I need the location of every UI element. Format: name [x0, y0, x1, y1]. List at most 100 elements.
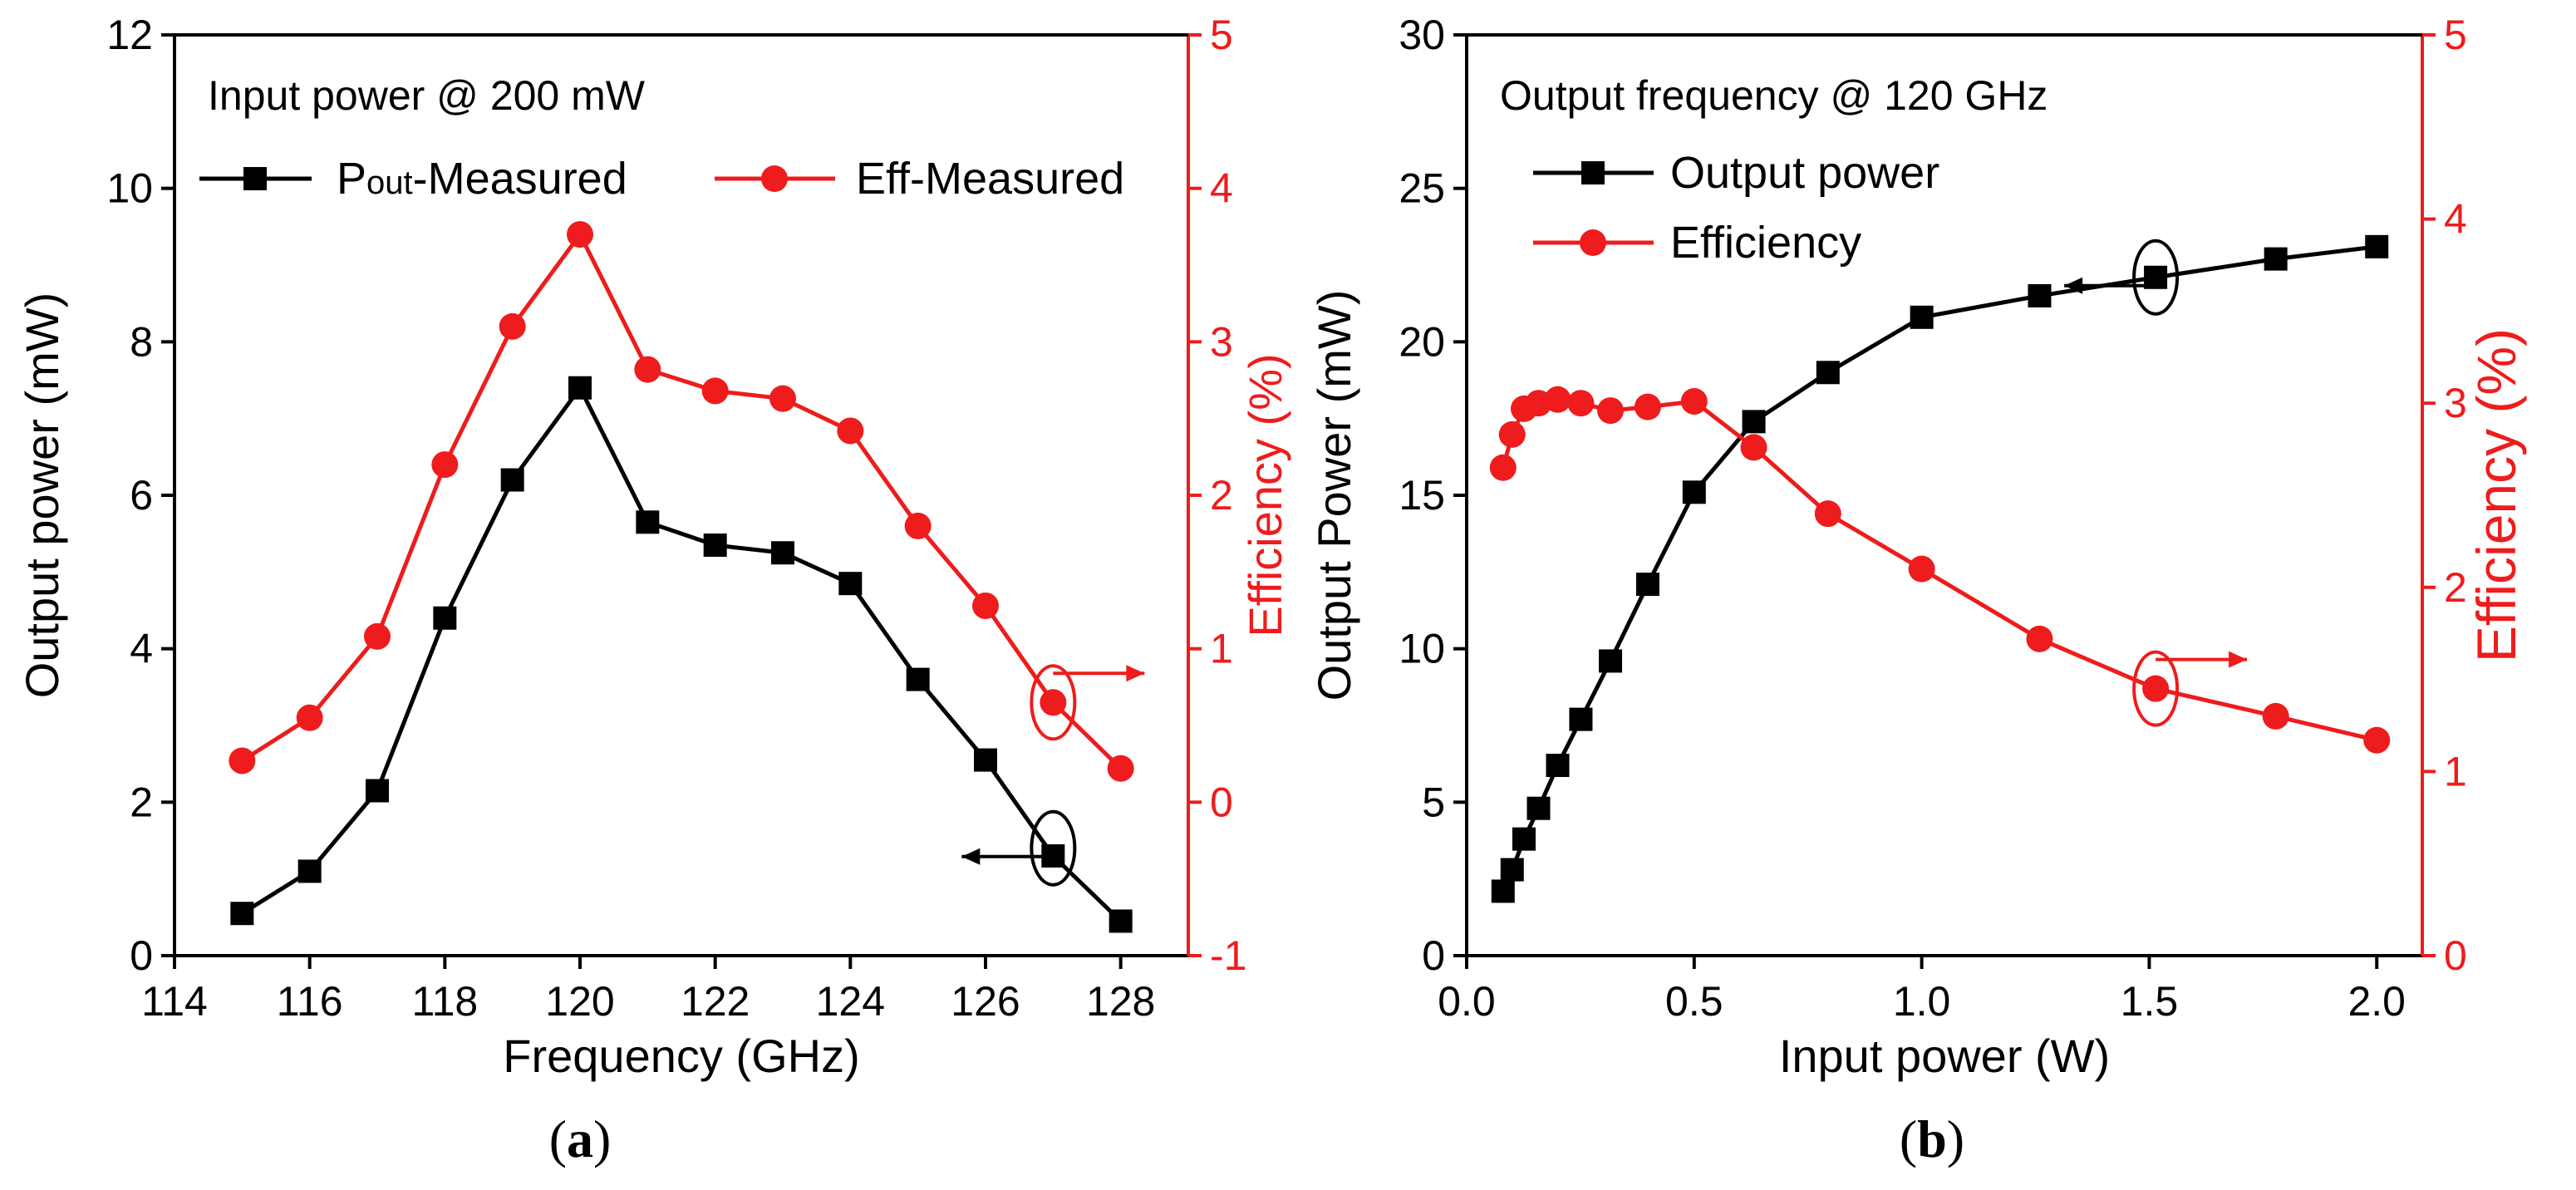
data-point-output-power — [636, 510, 660, 534]
pout-axis-indicator-arrow-head — [2064, 277, 2083, 294]
y-left-axis-title: Output power (mW) — [16, 293, 68, 699]
data-point-output-power — [1599, 649, 1623, 673]
y-right-tick-label: 5 — [2444, 12, 2467, 58]
data-point-efficiency — [1040, 689, 1067, 716]
y-left-tick-label: 0 — [1422, 932, 1445, 979]
input-annotation: Output frequency @ 120 GHz — [1500, 72, 2048, 119]
y-left-tick-label: 25 — [1399, 165, 1445, 212]
data-point-output-power — [1816, 361, 1840, 385]
data-point-efficiency — [2363, 726, 2391, 754]
data-point-efficiency — [1498, 420, 1526, 448]
data-point-output-power — [2028, 283, 2052, 307]
y-left-tick-label: 0 — [130, 932, 153, 979]
legend-eff-marker — [1580, 229, 1606, 256]
y-right-tick-label: 3 — [1210, 318, 1233, 365]
data-point-efficiency — [229, 747, 256, 774]
series-line-output-power — [1501, 244, 2377, 893]
data-point-output-power — [366, 779, 389, 803]
y-right-tick-label: -1 — [1210, 932, 1246, 979]
data-point-efficiency — [1908, 555, 1935, 583]
y-right-tick-label: 1 — [1210, 626, 1233, 672]
y-right-tick-label: 0 — [2444, 932, 2467, 979]
data-point-output-power — [1682, 480, 1706, 504]
data-point-output-power — [1500, 858, 1524, 882]
data-point-output-power — [974, 748, 997, 772]
y-left-tick-label: 8 — [130, 318, 153, 365]
data-point-output-power — [703, 534, 727, 558]
data-point-efficiency — [499, 312, 526, 340]
data-point-efficiency — [701, 377, 729, 405]
y-left-tick-label: 12 — [106, 12, 153, 58]
pout-axis-indicator-ellipse — [1030, 809, 1077, 887]
y-right-tick-label: 4 — [2444, 196, 2467, 243]
data-point-efficiency — [431, 451, 459, 479]
data-point-efficiency — [1597, 397, 1625, 425]
x-tick-label: 0.0 — [1438, 978, 1496, 1025]
data-point-output-power — [230, 902, 254, 926]
data-point-efficiency — [1680, 387, 1708, 415]
data-point-efficiency — [2142, 675, 2170, 702]
data-point-output-power — [2365, 234, 2389, 258]
legend-pout-marker — [243, 167, 267, 190]
x-tick-label: 128 — [1086, 978, 1155, 1025]
y-right-tick-label: 2 — [1210, 472, 1233, 519]
y-left-axis-title: Output Power (mW) — [1308, 290, 1360, 701]
data-point-output-power — [771, 541, 794, 565]
data-point-output-power — [1491, 879, 1515, 903]
x-tick-label: 124 — [816, 978, 885, 1025]
panel-b: 0.0 0.5 1.0 1.5 2.0 0 5 10 15 20 25 30 0 1 2 3 4 5 Input p… — [1308, 12, 2527, 1082]
data-point-efficiency — [972, 592, 999, 619]
data-point-efficiency — [296, 704, 323, 731]
series-line-efficiency — [1501, 397, 2377, 743]
data-point-efficiency — [2262, 702, 2289, 730]
data-point-output-power — [1742, 410, 1766, 434]
series-line-output-power — [241, 383, 1123, 923]
caption-b: (b) — [1900, 1109, 1964, 1168]
data-point-efficiency — [769, 385, 796, 412]
data-point-efficiency — [1107, 755, 1134, 782]
caption-a-letter: a — [567, 1109, 593, 1168]
eff-axis-indicator-ellipse — [1030, 664, 1077, 741]
series-line-efficiency — [240, 230, 1123, 770]
data-point-efficiency — [567, 221, 593, 248]
data-point-efficiency — [364, 622, 391, 650]
data-point-output-power — [2264, 247, 2288, 271]
data-point-efficiency — [1814, 500, 1841, 528]
y-right-axis-title: Efficiency (%) — [2465, 328, 2527, 662]
y-left-tick-label: 30 — [1399, 12, 1445, 58]
data-point-output-power — [297, 859, 322, 883]
legend-eff-label: Efficiency — [1670, 218, 1861, 268]
eff-axis-indicator-ellipse — [2132, 650, 2180, 727]
x-axis-title: Frequency (GHz) — [503, 1030, 859, 1082]
y-left-tick-label: 2 — [130, 779, 153, 825]
x-tick-label: 122 — [681, 978, 750, 1025]
legend-eff-label: Eff-Measured — [856, 154, 1124, 204]
data-point-efficiency — [634, 356, 661, 383]
pout-axis-indicator-ellipse — [2132, 238, 2180, 316]
x-tick-label: 118 — [411, 978, 478, 1025]
x-tick-label: 114 — [141, 978, 208, 1025]
y-left-tick-label: 10 — [1399, 626, 1445, 672]
data-point-efficiency — [1567, 390, 1595, 417]
x-axis-title: Input power (W) — [1779, 1030, 2110, 1082]
x-tick-label: 116 — [277, 978, 343, 1025]
y-left-tick-label: 4 — [130, 626, 153, 672]
y-left-tick-label: 5 — [1422, 779, 1445, 825]
y-right-axis-title: Efficiency (%) — [1239, 353, 1291, 637]
y-right-tick-label: 1 — [2444, 748, 2467, 794]
legend-pout-label: Pout-Measured — [337, 154, 627, 204]
data-point-output-power — [1109, 909, 1133, 933]
x-tick-label: 1.5 — [2121, 978, 2179, 1025]
data-point-output-power — [500, 468, 524, 492]
y-left-tick-label: 20 — [1399, 318, 1445, 365]
panel-a: 114 116 118 120 122 124 126 128024681012-101234… — [16, 12, 1291, 1082]
data-point-output-power — [906, 667, 930, 691]
data-point-output-power — [1512, 827, 1536, 851]
legend-pout-label: Output power — [1670, 148, 1939, 198]
data-point-efficiency — [1634, 393, 1661, 420]
data-point-output-power — [1569, 707, 1593, 731]
data-point-output-power — [568, 376, 592, 400]
y-right-tick-label: 0 — [1210, 779, 1233, 825]
eff-axis-indicator-arrow-head — [2229, 651, 2248, 668]
